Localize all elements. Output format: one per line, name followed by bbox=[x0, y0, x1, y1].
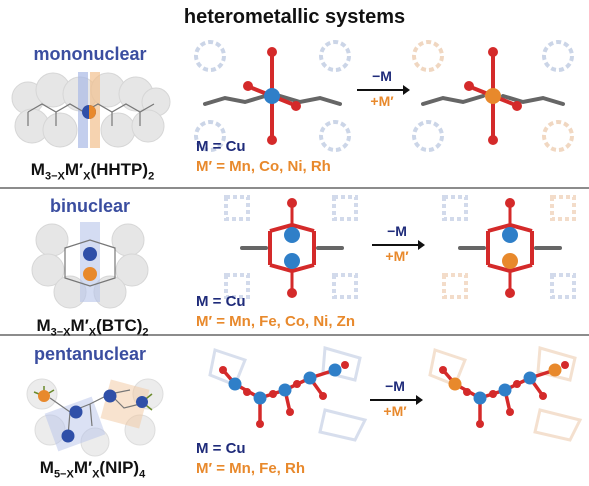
binuclear-site-illustration bbox=[31, 222, 149, 309]
substituent-definition: M′ = Mn, Fe, Rh bbox=[196, 460, 306, 477]
structure-before-mononuclear bbox=[194, 40, 351, 152]
formula-pentanuclear: M5−XM′X(NIP)4 bbox=[39, 458, 146, 481]
formula-mononuclear: M3−XM′X(HHTP)2 bbox=[30, 160, 155, 183]
exchange-arrow bbox=[370, 395, 423, 405]
substituent-definition: M′ = Mn, Fe, Co, Ni, Zn bbox=[196, 313, 356, 330]
formula-binuclear: M3−XM′X(BTC)2 bbox=[36, 316, 149, 339]
metal-definition: M = Cu bbox=[196, 138, 246, 155]
structure-before-binuclear bbox=[224, 195, 358, 299]
row-label-mononuclear: mononuclear bbox=[33, 44, 147, 64]
structure-after-pentanuclear bbox=[428, 346, 583, 442]
pentanuclear-site-illustration bbox=[26, 378, 164, 457]
exchange-arrow bbox=[357, 85, 410, 95]
substituent-definition: M′ = Mn, Co, Ni, Rh bbox=[196, 158, 331, 175]
arrow-plus-label: +M′ bbox=[370, 93, 394, 109]
arrow-minus-label: −M bbox=[372, 68, 392, 84]
arrow-minus-label: −M bbox=[387, 223, 407, 239]
structure-after-binuclear bbox=[442, 195, 576, 299]
metal-definition: M = Cu bbox=[196, 293, 246, 310]
structure-before-pentanuclear bbox=[208, 346, 368, 442]
arrow-minus-label: −M bbox=[385, 378, 405, 394]
arrow-plus-label: +M′ bbox=[383, 403, 407, 419]
row-label-binuclear: binuclear bbox=[49, 196, 131, 216]
exchange-arrow bbox=[372, 240, 425, 250]
structure-after-mononuclear bbox=[412, 40, 574, 152]
arrow-plus-label: +M′ bbox=[385, 248, 409, 264]
figure-title: heterometallic systems bbox=[183, 6, 406, 28]
mononuclear-site-illustration bbox=[11, 72, 171, 148]
metal-definition: M = Cu bbox=[196, 440, 246, 457]
row-label-pentanuclear: pentanuclear bbox=[33, 344, 147, 364]
divider bbox=[0, 334, 589, 336]
divider bbox=[0, 187, 589, 189]
